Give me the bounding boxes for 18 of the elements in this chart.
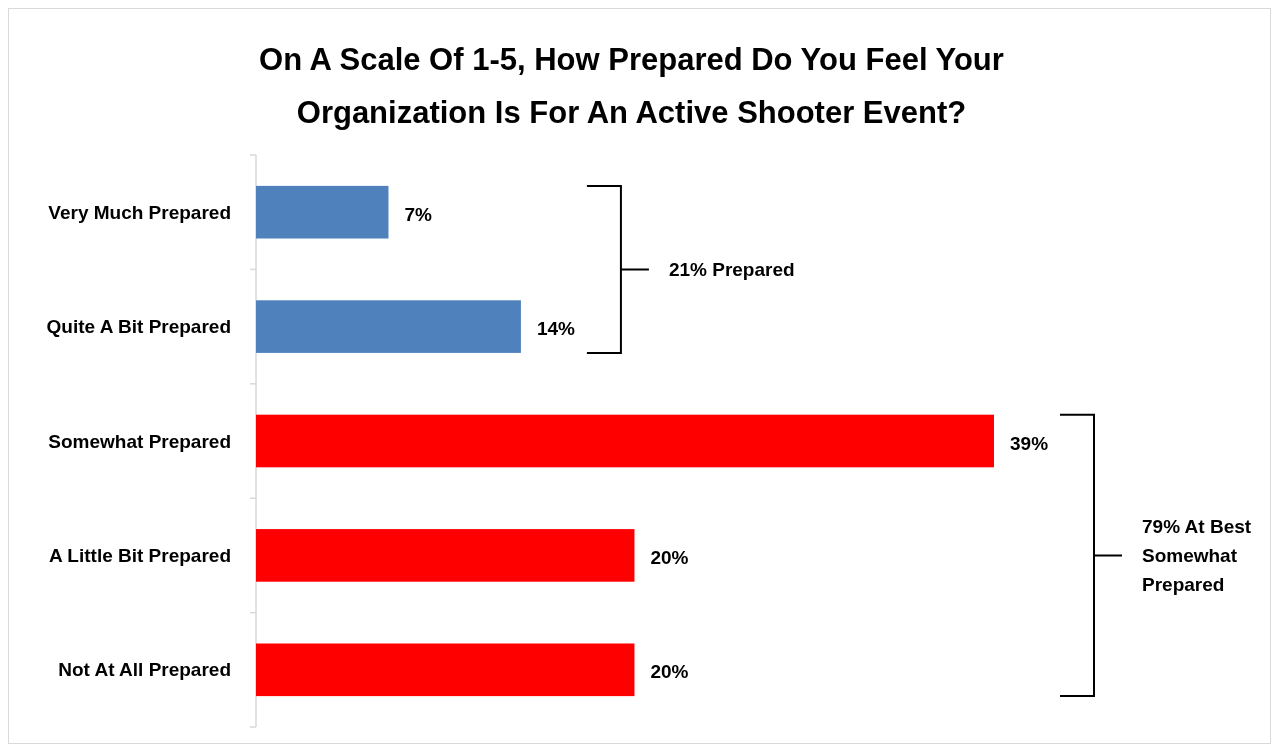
- text: 79% At Best Somewhat Prepared: [1142, 516, 1252, 596]
- y-tick-label: A Little Bit Prepared: [49, 545, 231, 567]
- bar: [256, 529, 635, 582]
- y-tick-label: Not At All Prepared: [58, 659, 231, 681]
- bar: [256, 185, 389, 239]
- bar: [256, 643, 635, 697]
- y-tick-label: Somewhat Prepared: [48, 430, 231, 452]
- chart-title: On A Scale Of 1-5, How Prepared Do You Feel Your Organization Is For An Active Shooter Event?: [259, 42, 1004, 130]
- y-tick-label: Very Much Prepared: [48, 201, 231, 223]
- bar: [256, 300, 521, 353]
- data-label: 20%: [650, 661, 689, 683]
- data-label: 39%: [1010, 432, 1049, 454]
- data-label: 20%: [650, 547, 689, 569]
- data-label: 14%: [536, 318, 576, 340]
- annotation: 21% Prepared: [668, 259, 795, 281]
- y-tick-label: Quite A Bit Prepared: [46, 316, 231, 338]
- data-label: 7%: [404, 203, 433, 225]
- bar: [256, 414, 994, 468]
